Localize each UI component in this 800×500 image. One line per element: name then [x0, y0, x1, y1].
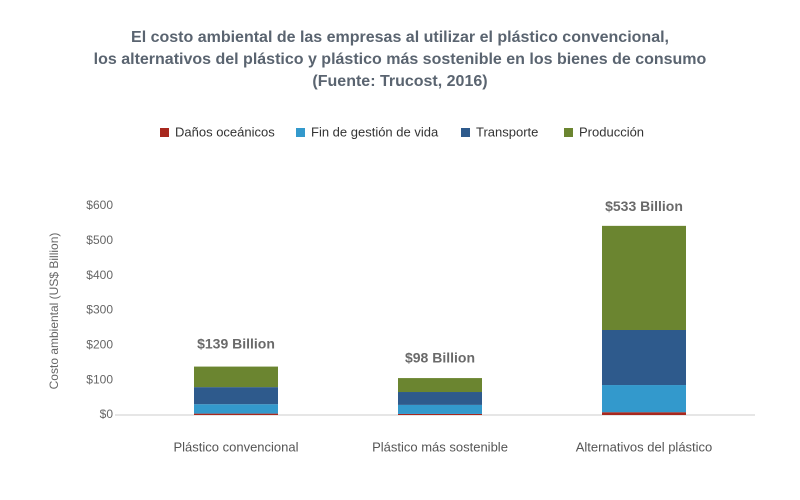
bar-segment [398, 404, 482, 414]
bar-segment [602, 385, 686, 413]
bar-segment [602, 412, 686, 415]
bar-segment [398, 378, 482, 393]
x-tick-label: Alternativos del plástico [576, 439, 713, 454]
y-tick-label: $300 [86, 303, 113, 317]
legend-swatch [461, 128, 470, 137]
bar-segment [194, 387, 278, 405]
bar-segment [194, 366, 278, 388]
y-axis-label: Costo ambiental (US$ Billion) [47, 233, 61, 390]
y-tick-label: $200 [86, 338, 113, 352]
bar-segment [194, 404, 278, 414]
y-tick-label: $0 [100, 407, 114, 421]
total-label: $533 Billion [605, 198, 683, 214]
bar-segment [194, 413, 278, 415]
legend-swatch [296, 128, 305, 137]
legend-swatch [160, 128, 169, 137]
legend-label: Fin de gestión de vida [311, 124, 439, 139]
legend-label: Producción [579, 124, 644, 139]
bar-segment [602, 225, 686, 331]
legend-label: Daños oceánicos [175, 124, 275, 139]
y-tick-label: $500 [86, 233, 113, 247]
chart-title: (Fuente: Trucost, 2016) [312, 73, 487, 90]
bar-segment [398, 392, 482, 405]
chart-title: El costo ambiental de las empresas al ut… [131, 29, 669, 46]
chart-title: los alternativos del plástico y plástico… [94, 51, 707, 68]
bar-segment [602, 330, 686, 386]
x-tick-label: Plástico más sostenible [372, 439, 508, 454]
x-tick-label: Plástico convencional [173, 439, 298, 454]
total-label: $139 Billion [197, 335, 275, 351]
y-tick-label: $100 [86, 372, 113, 386]
legend-label: Transporte [476, 124, 538, 139]
y-tick-label: $600 [86, 198, 113, 212]
legend-swatch [564, 128, 573, 137]
y-tick-label: $400 [86, 268, 113, 282]
total-label: $98 Billion [405, 350, 475, 366]
bar-segment [398, 413, 482, 415]
